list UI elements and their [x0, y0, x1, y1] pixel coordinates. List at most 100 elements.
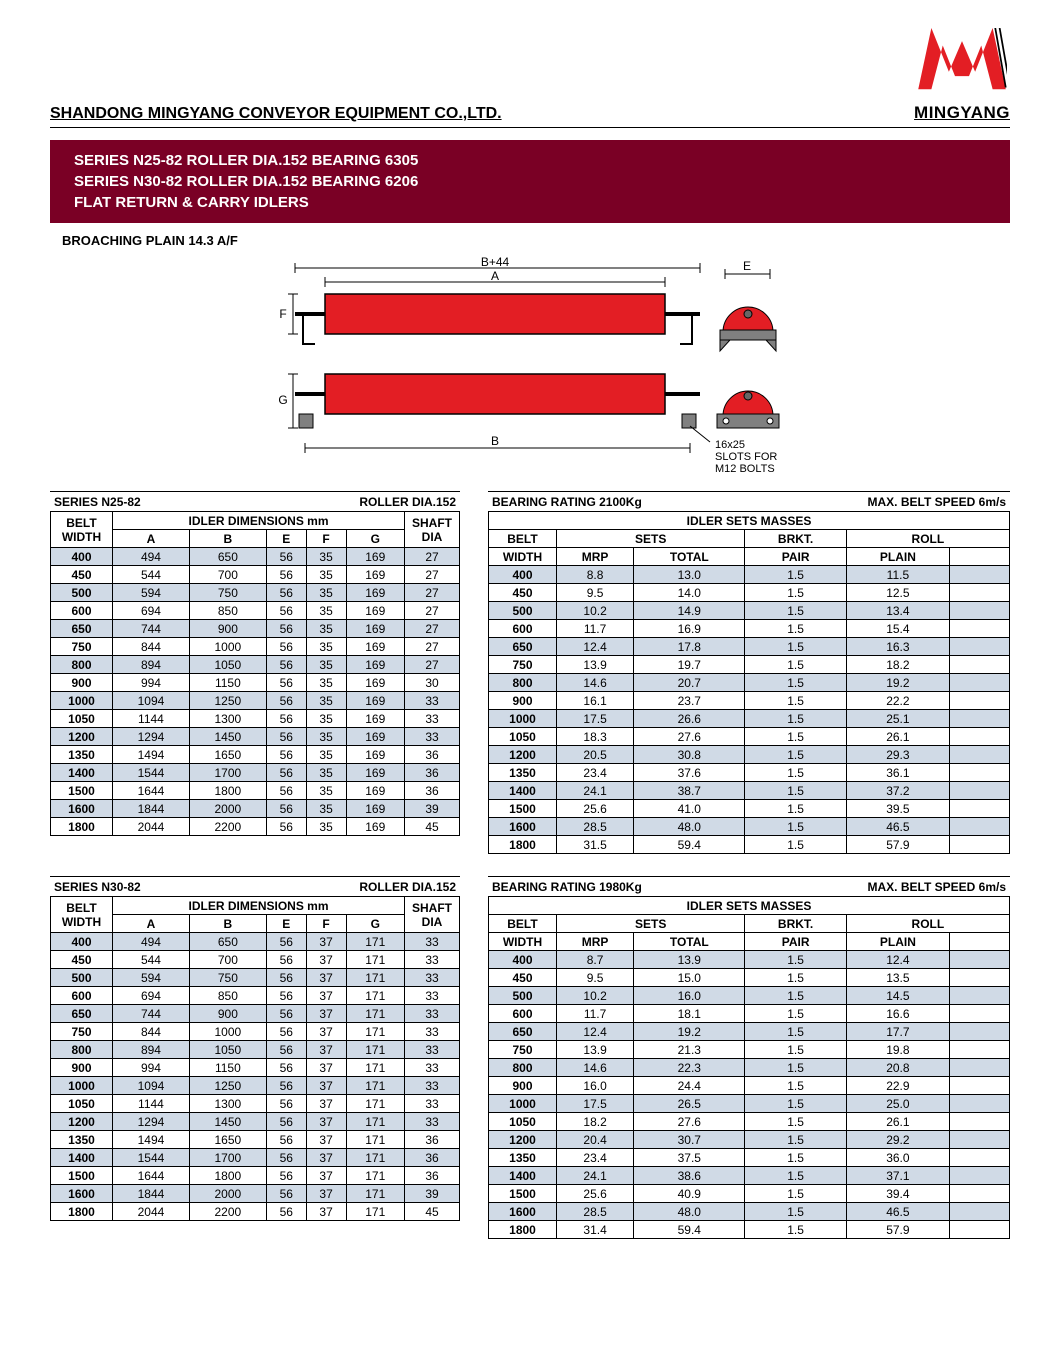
- table-cell: 37: [306, 1113, 346, 1131]
- table-cell: 24.1: [557, 1167, 634, 1185]
- table-cell: 40.9: [634, 1185, 745, 1203]
- table-cell: 28.5: [557, 1203, 634, 1221]
- table-row: 60011.716.91.515.4: [489, 620, 1010, 638]
- table-cell: 1400: [51, 1149, 113, 1167]
- table-cell: 169: [346, 602, 404, 620]
- table-cell: 38.6: [634, 1167, 745, 1185]
- table-cell: 37: [306, 1167, 346, 1185]
- table-row: 135023.437.61.536.1: [489, 764, 1010, 782]
- table-cell: 1.5: [745, 674, 846, 692]
- table-cell: 14.9: [634, 602, 745, 620]
- col-f: F: [306, 530, 346, 548]
- table-cell: 18.2: [846, 656, 949, 674]
- table-row: 400494650563516927: [51, 548, 460, 566]
- table-row: 135014941650563717136: [51, 1131, 460, 1149]
- table-cell: 37: [306, 1005, 346, 1023]
- table-cell: 11.5: [846, 566, 949, 584]
- table-cell: 9.5: [557, 584, 634, 602]
- table-cell: 46.5: [846, 1203, 949, 1221]
- col-e: E: [266, 915, 306, 933]
- table-cell: 33: [405, 1005, 460, 1023]
- table-cell: 400: [51, 933, 113, 951]
- table-row: 65012.419.21.517.7: [489, 1023, 1010, 1041]
- table-cell: 1.5: [745, 584, 846, 602]
- table-cell: 2000: [189, 1185, 266, 1203]
- table-cell: 33: [405, 969, 460, 987]
- table-cell: 23.4: [557, 764, 634, 782]
- table-cell: 1800: [189, 782, 266, 800]
- table-cell: 1.5: [745, 782, 846, 800]
- table-cell: [950, 1005, 1010, 1023]
- table-cell: 171: [346, 933, 404, 951]
- table-row: 50010.216.01.514.5: [489, 987, 1010, 1005]
- company-name: SHANDONG MINGYANG CONVEYOR EQUIPMENT CO.…: [50, 105, 502, 123]
- table-cell: 56: [266, 969, 306, 987]
- table-row: 100017.526.51.525.0: [489, 1095, 1010, 1113]
- table-cell: 1000: [51, 692, 113, 710]
- table-row: 650744900563516927: [51, 620, 460, 638]
- series-head-n25-right: BEARING RATING 2100Kg MAX. BELT SPEED 6m…: [488, 491, 1010, 511]
- col-total: TOTAL: [634, 933, 745, 951]
- col-mrp: MRP: [557, 933, 634, 951]
- table-cell: 12.5: [846, 584, 949, 602]
- table-cell: 800: [489, 1059, 557, 1077]
- table-cell: 700: [189, 566, 266, 584]
- table-cell: 1.5: [745, 818, 846, 836]
- col-width: WIDTH: [489, 933, 557, 951]
- table-cell: 37: [306, 1185, 346, 1203]
- table-cell: 27.6: [634, 728, 745, 746]
- table-cell: 1544: [113, 1149, 190, 1167]
- table-cell: 13.9: [634, 951, 745, 969]
- table-cell: 850: [189, 602, 266, 620]
- table-cell: 171: [346, 1059, 404, 1077]
- table-cell: 1050: [189, 1041, 266, 1059]
- table-cell: 494: [113, 933, 190, 951]
- table-cell: 500: [489, 987, 557, 1005]
- table-cell: 11.7: [557, 1005, 634, 1023]
- col-roll: ROLL: [846, 530, 1009, 548]
- table-row: 4008.813.01.511.5: [489, 566, 1010, 584]
- table-cell: 37: [306, 1203, 346, 1221]
- table-cell: 1844: [113, 1185, 190, 1203]
- table-cell: 56: [266, 548, 306, 566]
- title-line-2: SERIES N30-82 ROLLER DIA.152 BEARING 620…: [74, 171, 986, 192]
- col-dim-header: IDLER DIMENSIONS mm: [113, 897, 405, 915]
- table-row: 7508441000563516927: [51, 638, 460, 656]
- table-cell: 27: [405, 656, 460, 674]
- series-label: SERIES N30-82: [54, 880, 141, 894]
- table-row: 60011.718.11.516.6: [489, 1005, 1010, 1023]
- table-cell: 15.4: [846, 620, 949, 638]
- table-cell: 35: [306, 638, 346, 656]
- table-cell: 1.5: [745, 1131, 846, 1149]
- table-cell: 16.3: [846, 638, 949, 656]
- series-head-n30-left: SERIES N30-82 ROLLER DIA.152: [50, 876, 460, 896]
- table-row: 180020442200563717145: [51, 1203, 460, 1221]
- table-cell: 1.5: [745, 1077, 846, 1095]
- table-cell: 1350: [51, 746, 113, 764]
- table-cell: 37: [306, 1077, 346, 1095]
- table-cell: 169: [346, 800, 404, 818]
- table-cell: 800: [51, 1041, 113, 1059]
- table-cell: 27: [405, 566, 460, 584]
- table-cell: 57.9: [846, 1221, 949, 1239]
- label-e: E: [743, 259, 751, 273]
- table-cell: 35: [306, 818, 346, 836]
- table-cell: 59.4: [634, 836, 745, 854]
- table-cell: 1294: [113, 728, 190, 746]
- table-cell: 35: [306, 584, 346, 602]
- table-row: 450544700563717133: [51, 951, 460, 969]
- col-roll: ROLL: [846, 915, 1009, 933]
- table-cell: 13.0: [634, 566, 745, 584]
- table-row: 80014.622.31.520.8: [489, 1059, 1010, 1077]
- table-cell: 171: [346, 1185, 404, 1203]
- table-cell: 169: [346, 746, 404, 764]
- table-cell: 16.9: [634, 620, 745, 638]
- table-cell: 750: [189, 584, 266, 602]
- table-row: 400494650563717133: [51, 933, 460, 951]
- table-cell: 450: [489, 584, 557, 602]
- table-cell: 57.9: [846, 836, 949, 854]
- table-cell: 1500: [489, 800, 557, 818]
- table-cell: 650: [51, 1005, 113, 1023]
- table-cell: 169: [346, 584, 404, 602]
- table-cell: 171: [346, 1041, 404, 1059]
